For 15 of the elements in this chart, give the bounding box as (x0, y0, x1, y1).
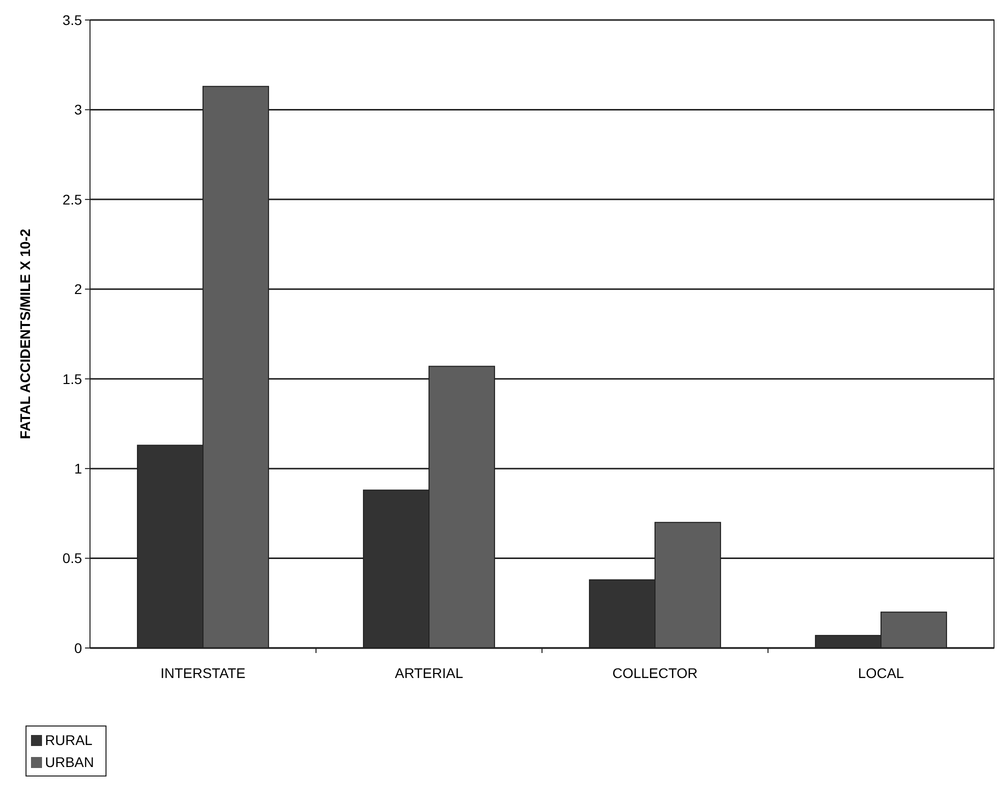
y-tick-label: 0 (74, 640, 82, 656)
x-tick-label: COLLECTOR (612, 665, 698, 681)
x-tick-label: ARTERIAL (394, 665, 464, 681)
y-axis-title: FATAL ACCIDENTS/MILE X 10-2 (17, 228, 33, 440)
y-tick-label: 2.5 (62, 191, 82, 208)
y-tick-label: 2 (74, 281, 82, 298)
y-tick-label: 3 (74, 102, 82, 118)
y-tick-label: 0.5 (62, 550, 82, 566)
legend-label: RURAL (45, 732, 93, 748)
y-tick-label: 1.5 (62, 370, 82, 387)
x-tick-label: LOCAL (858, 665, 904, 681)
y-tick-label: 3.5 (62, 12, 82, 28)
legend-label: URBAN (45, 754, 94, 770)
x-tick-label: INTERSTATE (160, 665, 246, 681)
y-tick-label: 1 (74, 460, 82, 476)
